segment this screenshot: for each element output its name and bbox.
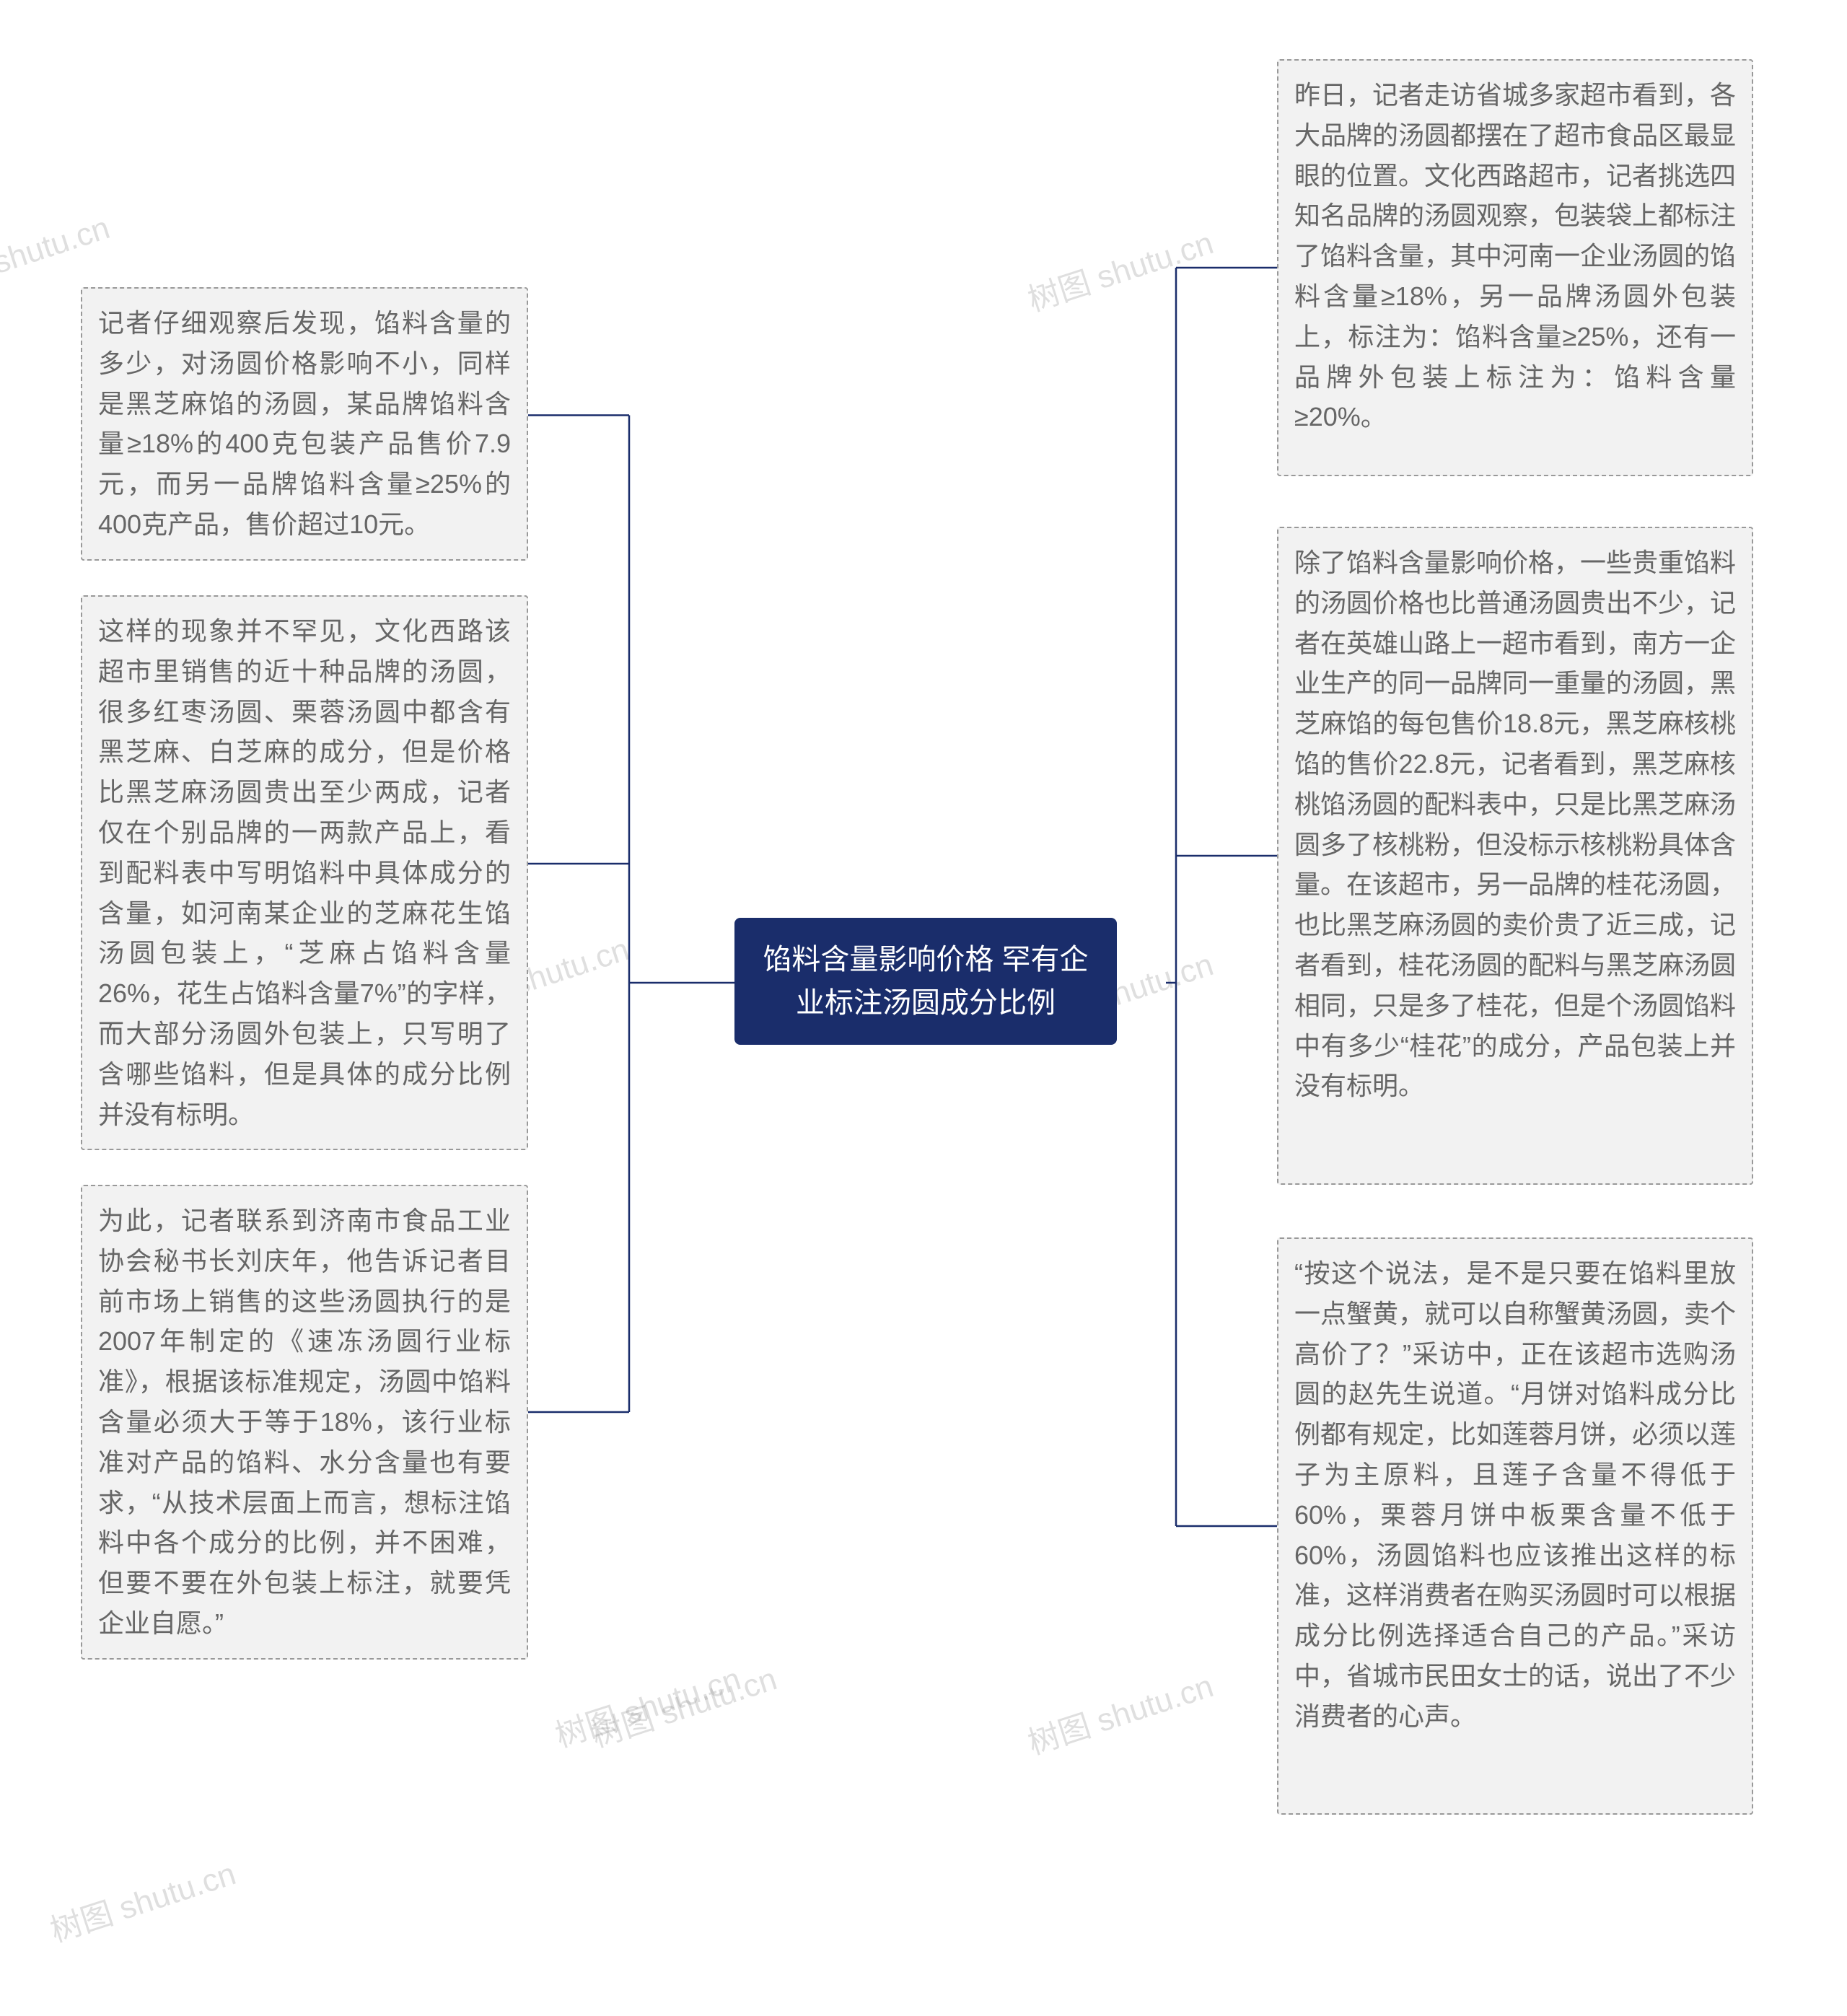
mindmap-canvas: 树图 shutu.cn树图 shutu.cn树图 shutu.cnshutu.c… [0, 0, 1847, 2016]
child-node-r2: 除了馅料含量影响价格，一些贵重馅料的汤圆价格也比普通汤圆贵出不少，记者在英雄山路… [1277, 527, 1753, 1185]
child-node-l2: 这样的现象并不罕见，文化西路该超市里销售的近十种品牌的汤圆，很多红枣汤圆、栗蓉汤… [81, 595, 528, 1150]
center-topic-text: 馅料含量影响价格 罕有企业标注汤圆成分比例 [763, 944, 1088, 1019]
child-node-l1: 记者仔细观察后发现，馅料含量的多少，对汤圆价格影响不小，同样是黑芝麻馅的汤圆，某… [81, 287, 528, 561]
child-node-l3: 为此，记者联系到济南市食品工业协会秘书长刘庆年，他告诉记者目前市场上销售的这些汤… [81, 1185, 528, 1660]
child-node-r1: 昨日，记者走访省城多家超市看到，各大品牌的汤圆都摆在了超市食品区最显眼的位置。文… [1277, 59, 1753, 476]
center-topic: 馅料含量影响价格 罕有企业标注汤圆成分比例 [734, 918, 1117, 1045]
child-node-r3: “按这个说法，是不是只要在馅料里放一点蟹黄，就可以自称蟹黄汤圆，卖个高价了？”采… [1277, 1237, 1753, 1815]
